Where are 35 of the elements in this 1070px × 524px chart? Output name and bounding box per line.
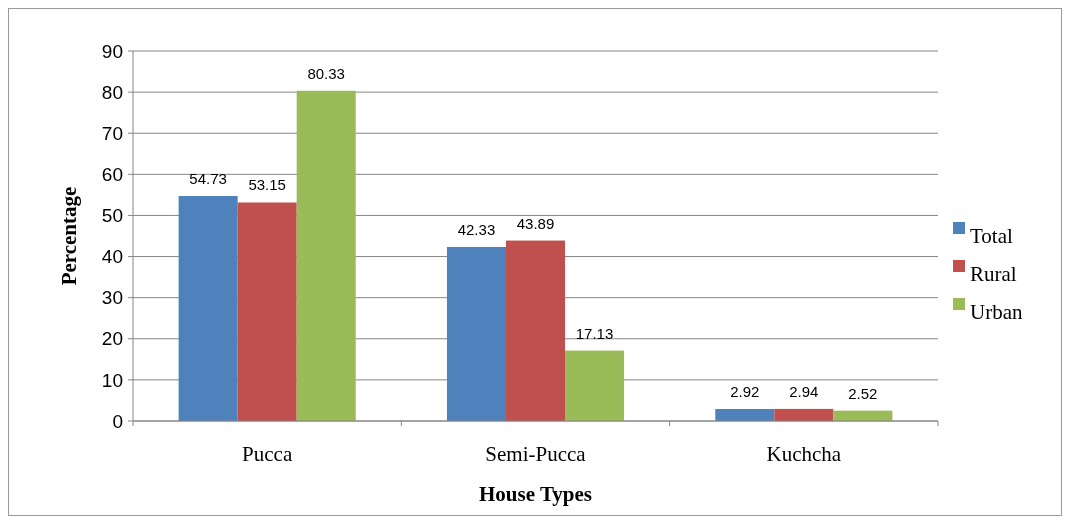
- y-tick-label: 40: [101, 246, 123, 268]
- data-label: 42.33: [457, 220, 496, 238]
- bar: [237, 202, 297, 421]
- y-axis-title: Percentage: [57, 186, 81, 286]
- y-tick-label: 90: [101, 40, 123, 62]
- data-label: 43.89: [516, 214, 555, 232]
- data-label: 2.52: [848, 384, 878, 402]
- data-label: 80.33: [307, 64, 345, 82]
- data-label: 54.73: [189, 170, 227, 187]
- data-label: 2.92: [730, 383, 760, 400]
- x-tick-label: Pucca: [242, 442, 293, 466]
- bar: [774, 408, 834, 421]
- data-label: 17.13: [575, 324, 614, 342]
- bar: [178, 196, 238, 421]
- x-axis-title: House Types: [479, 482, 592, 506]
- y-tick-label: 30: [101, 287, 123, 309]
- y-tick-label: 0: [112, 410, 123, 432]
- bar: [505, 240, 566, 421]
- data-label: 53.15: [248, 176, 286, 194]
- y-tick-label: 50: [101, 205, 123, 227]
- y-tick-label: 70: [101, 122, 123, 144]
- y-tick-label: 10: [101, 369, 123, 391]
- y-tick-label: 80: [101, 81, 123, 103]
- y-tick-label: 20: [101, 328, 123, 350]
- x-tick-label: Kuchcha: [766, 442, 842, 466]
- legend-label: Urban: [970, 300, 1023, 325]
- bar: [446, 246, 506, 421]
- bar: [715, 409, 775, 421]
- bar: [296, 90, 356, 421]
- bar: [565, 350, 625, 421]
- legend-label: Total: [970, 224, 1014, 249]
- y-tick-label: 60: [101, 163, 123, 185]
- legend-label: Rural: [970, 262, 1017, 287]
- x-tick-label: Semi-Pucca: [485, 442, 587, 466]
- data-label: 2.94: [789, 382, 819, 400]
